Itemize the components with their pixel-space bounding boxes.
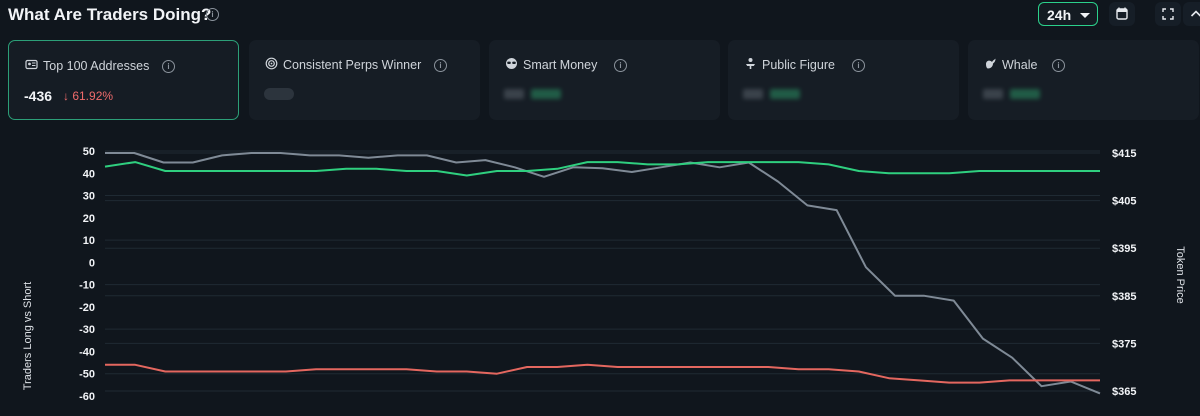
card-public-figure[interactable]: Public Figure i	[728, 40, 959, 120]
calendar-icon	[1116, 7, 1128, 20]
chevron-down-icon	[1080, 13, 1090, 18]
blurred-value	[743, 89, 763, 99]
card-consistent-perps-winner[interactable]: Consistent Perps Winner i	[249, 40, 480, 120]
y2-tick-label: $415	[1112, 148, 1136, 160]
y-tick-label: 30	[83, 191, 95, 203]
series-lines	[104, 152, 1101, 395]
card-smart-money[interactable]: Smart Money i	[489, 40, 720, 120]
y-tick-label: 0	[89, 257, 95, 269]
card-value: -436	[24, 88, 53, 104]
page-title: What Are Traders Doing?	[8, 5, 212, 24]
y-tick-label: -40	[79, 346, 95, 358]
sunglasses-icon	[506, 58, 517, 69]
series-long-line	[104, 161, 1100, 177]
card-label: Whale	[1002, 58, 1038, 72]
y2-tick-label: $375	[1112, 338, 1136, 350]
y-tick-label: 50	[83, 146, 95, 158]
chevron-up-icon	[1190, 10, 1200, 17]
card-label: Public Figure	[762, 58, 835, 72]
y-tick-label: -20	[79, 302, 95, 314]
y2-tick-label: $385	[1112, 291, 1136, 303]
info-icon[interactable]: i	[1052, 59, 1065, 72]
info-icon[interactable]: i	[206, 8, 219, 21]
fullscreen-button[interactable]	[1155, 2, 1181, 26]
card-label: Smart Money	[523, 58, 598, 72]
whale-icon	[986, 58, 996, 69]
y2-tick-label: $405	[1112, 196, 1136, 208]
blurred-change	[1010, 89, 1040, 99]
loading-placeholder	[264, 88, 294, 100]
info-icon[interactable]: i	[162, 60, 175, 73]
series-price-line	[105, 152, 1101, 395]
collapse-button[interactable]	[1183, 2, 1200, 26]
y-tick-label: -50	[79, 369, 95, 381]
y-tick-label: -60	[79, 391, 95, 403]
expand-icon	[1162, 8, 1174, 20]
series-short-line	[105, 363, 1100, 384]
long-short-chart: Traders Long vs Short Token Price 50 40 30…	[22, 146, 1186, 403]
info-icon[interactable]: i	[852, 59, 865, 72]
blurred-value	[983, 89, 1003, 99]
grid-lines	[105, 150, 1100, 392]
y-tick-label: 20	[83, 213, 95, 225]
info-icon[interactable]: i	[434, 59, 447, 72]
card-change: ↓ 61.92%	[63, 89, 114, 103]
timeframe-select[interactable]: 24h	[1038, 2, 1098, 26]
info-icon[interactable]: i	[614, 59, 627, 72]
card-top-100-addresses[interactable]: Top 100 Addresses i -436 ↓ 61.92%	[8, 40, 239, 120]
y-tick-label: -30	[79, 324, 95, 336]
axis-ticks: 50 40 30 20 10 0 -10 -20 -30 -40 -50 -60 $415 $405 $39…	[79, 146, 1136, 403]
y-axis-label: Traders Long vs Short	[22, 282, 34, 390]
calendar-button[interactable]	[1109, 2, 1135, 26]
y2-axis-label: Token Price	[1174, 246, 1186, 303]
y-tick-label: -10	[79, 280, 95, 292]
target-icon	[265, 57, 278, 70]
header: What Are Traders Doing? i 24h	[8, 0, 1200, 30]
y-tick-label: 40	[83, 168, 95, 180]
y2-tick-label: $395	[1112, 243, 1136, 255]
blurred-change	[770, 89, 800, 99]
y2-tick-label: $365	[1112, 386, 1136, 398]
card-label: Top 100 Addresses	[43, 59, 150, 73]
blurred-value	[504, 89, 524, 99]
timeframe-value: 24h	[1047, 7, 1072, 23]
y-tick-label: 10	[83, 235, 95, 247]
podium-icon	[746, 58, 755, 69]
card-whale[interactable]: Whale i	[968, 40, 1199, 120]
blurred-change	[531, 89, 561, 99]
address-book-icon	[25, 59, 38, 70]
card-label: Consistent Perps Winner	[283, 58, 422, 72]
